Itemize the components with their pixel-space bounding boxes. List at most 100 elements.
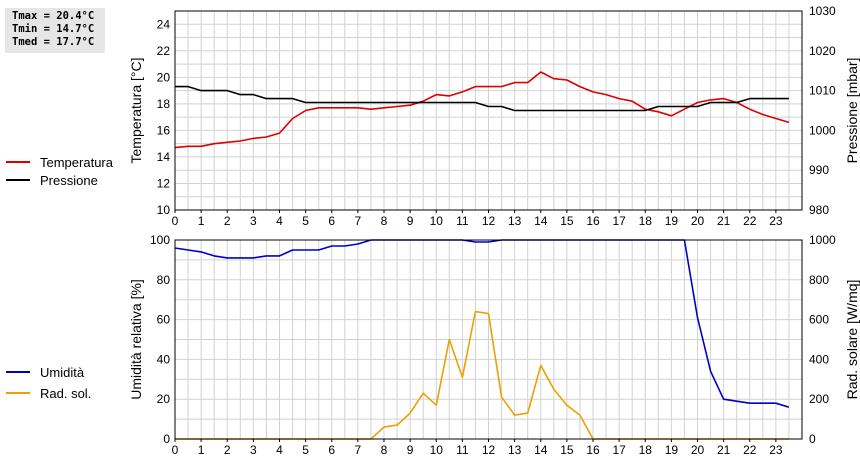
legend-top: Temperatura Pressione [6,153,113,189]
x-tick-label: 3 [250,214,257,228]
x-tick-label: 0 [172,443,179,457]
legend-swatch-umidita [6,371,30,373]
x-tick-label: 12 [482,443,496,457]
x-tick-label: 1 [198,214,205,228]
y2-tick-label: 1000 [809,233,836,247]
x-tick-label: 11 [456,443,469,457]
x-tick-label: 15 [560,214,574,228]
x-tick-label: 4 [276,214,283,228]
y2-tick-label: 1030 [809,4,836,18]
x-tick-label: 23 [769,214,783,228]
x-tick-label: 14 [534,214,548,228]
legend-item-rad-sol: Rad. sol. [6,384,91,402]
chart-panel-1: 0 1 2 3 4 5 6 7 8 9 10 11 12 13 14 15 16 17 18 19 20 21 22 2302… [128,233,860,457]
x-tick-label: 17 [612,443,626,457]
legend-swatch-temperatura [6,161,30,163]
y-tick-label: 0 [163,432,170,446]
y2-tick-label: 200 [809,392,829,406]
x-tick-label: 4 [276,443,283,457]
y-tick-label: 20 [157,70,171,84]
x-tick-label: 13 [508,214,522,228]
y2-tick-label: 980 [809,203,829,217]
y2-tick-label: 0 [809,432,816,446]
x-tick-label: 23 [769,443,783,457]
x-tick-label: 9 [407,214,414,228]
x-tick-label: 7 [355,443,362,457]
legend-item-umidita: Umidità [6,363,91,381]
y2-axis-label: Rad. solare [W/mq] [844,280,860,400]
x-tick-label: 10 [430,443,444,457]
y-tick-label: 100 [150,233,170,247]
x-tick-label: 2 [224,443,231,457]
y-tick-label: 40 [157,352,171,366]
y-axis-label: Temperatura [°C] [128,58,144,164]
stat-tmed: Tmed = 17.7°C [12,36,95,48]
x-tick-label: 18 [639,214,653,228]
y2-tick-label: 1010 [809,84,836,98]
x-tick-label: 1 [198,443,205,457]
x-tick-label: 5 [302,214,309,228]
y-tick-label: 10 [157,203,171,217]
x-tick-label: 16 [586,214,600,228]
y-tick-label: 22 [157,44,171,58]
x-tick-label: 20 [691,214,705,228]
y2-tick-label: 990 [809,163,829,177]
x-tick-label: 21 [717,214,731,228]
series-line-pressione [175,85,789,112]
x-tick-label: 9 [407,443,414,457]
x-tick-label: 6 [328,443,335,457]
y2-tick-label: 800 [809,273,829,287]
y-tick-label: 20 [157,392,171,406]
legend-label-rad-sol: Rad. sol. [40,385,92,401]
y2-tick-label: 1020 [809,44,836,58]
x-tick-label: 8 [381,443,388,457]
x-tick-label: 12 [482,214,496,228]
stats-box: Tmax = 20.4°C Tmin = 14.7°C Tmed = 17.7°… [5,8,105,53]
x-tick-label: 15 [560,443,574,457]
stat-tmin: Tmin = 14.7°C [12,23,95,35]
x-tick-label: 8 [381,214,388,228]
x-tick-label: 16 [586,443,600,457]
x-tick-label: 22 [743,443,757,457]
x-tick-label: 13 [508,443,522,457]
series-line-temperatura [174,71,790,149]
y-tick-label: 16 [157,123,171,137]
x-tick-label: 14 [534,443,548,457]
y-axis-label: Umidità relativa [%] [128,279,144,400]
legend-swatch-rad-sol [6,392,30,394]
x-tick-label: 21 [717,443,731,457]
y-tick-label: 60 [157,313,171,327]
legend-swatch-pressione [6,179,30,181]
x-tick-label: 3 [250,443,257,457]
stat-tmax: Tmax = 20.4°C [12,10,95,22]
chart-panel-0: 0 1 2 3 4 5 6 7 8 9 10 11 12 13 14 15 16 17 18 19 20 21 22 2310… [128,4,860,228]
x-tick-label: 10 [430,214,444,228]
legend-bottom: Umidità Rad. sol. [6,363,91,402]
x-tick-label: 2 [224,214,231,228]
x-tick-label: 20 [691,443,705,457]
y-tick-label: 12 [157,176,171,190]
x-tick-label: 6 [328,214,335,228]
y-tick-label: 14 [157,150,171,164]
legend-item-pressione: Pressione [6,171,113,189]
legend-label-pressione: Pressione [40,172,98,188]
legend-label-umidita: Umidità [40,364,85,380]
x-tick-label: 5 [302,443,309,457]
x-tick-label: 7 [355,214,362,228]
legend-label-temperatura: Temperatura [40,154,113,170]
y2-tick-label: 600 [809,313,829,327]
series-line-umidit- [174,239,790,408]
x-tick-label: 0 [172,214,179,228]
series-line-rad-sol- [175,310,789,440]
y2-tick-label: 1000 [809,123,836,137]
x-tick-label: 22 [743,214,757,228]
x-tick-label: 19 [665,443,679,457]
x-tick-label: 19 [665,214,679,228]
y2-axis-label: Pressione [mbar] [844,58,860,164]
x-tick-label: 11 [456,214,469,228]
y-tick-label: 80 [157,273,171,287]
y-tick-label: 24 [157,17,171,31]
legend-item-temperatura: Temperatura [6,153,113,171]
y2-tick-label: 400 [809,352,829,366]
